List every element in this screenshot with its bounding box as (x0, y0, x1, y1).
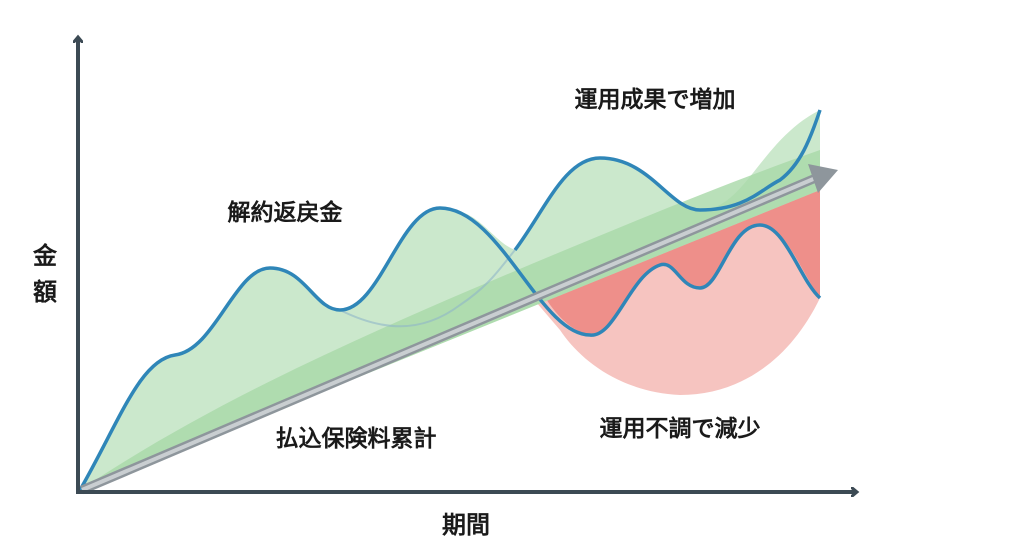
premium-arrow-highlight (81, 175, 819, 492)
decrease-area (530, 190, 820, 395)
y-axis-label: 金 (32, 242, 58, 270)
premium-arrow-head (808, 164, 838, 193)
label: 解約返戻金 (228, 199, 344, 226)
label: 運用不調で減少 (600, 415, 761, 442)
x-axis-label: 期間 (442, 511, 490, 539)
surrender-area (80, 150, 820, 490)
faded-curve (339, 249, 516, 328)
label: 払込保険料累計 (276, 425, 437, 452)
y-axis-label: 額 (33, 278, 57, 306)
label: 運用成果で増加 (575, 86, 736, 113)
increase-curve (513, 109, 822, 252)
decrease-curve (78, 206, 822, 491)
